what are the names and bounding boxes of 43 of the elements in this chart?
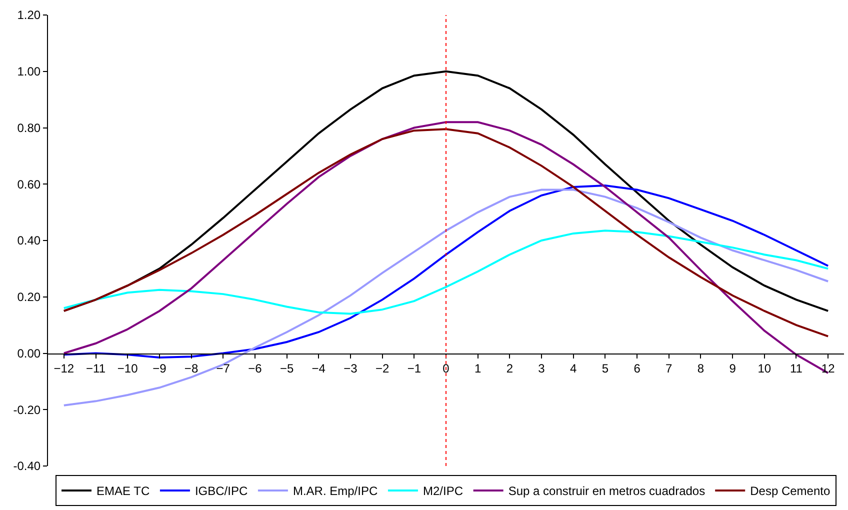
- x-tick-label: −10: [117, 362, 138, 376]
- x-tick-label: 2: [506, 362, 514, 376]
- x-tick-label: 10: [758, 362, 772, 376]
- y-tick-label: 0.60: [17, 177, 41, 192]
- y-tick-label: 0.80: [17, 120, 41, 135]
- line-series: [62, 128, 830, 338]
- x-tick-label: −4: [312, 362, 326, 376]
- x-tick-label: 5: [602, 362, 609, 376]
- x-tick-label: −3: [344, 362, 358, 376]
- x-tick-label: 8: [697, 362, 704, 376]
- y-tick-label: 1.00: [17, 64, 41, 79]
- x-tick-label: 0: [442, 362, 450, 376]
- legend-label: IGBC/IPC: [194, 484, 248, 498]
- legend-label: M2/IPC: [422, 484, 464, 498]
- x-tick-label: 3: [538, 362, 546, 376]
- x-tick-label: −2: [375, 362, 390, 376]
- legend-label: EMAE TC: [96, 484, 150, 498]
- x-tick-label: 6: [634, 362, 641, 376]
- x-tick-label: −5: [280, 362, 294, 376]
- line-series: [62, 230, 830, 315]
- legend-label: Sup a construir en metros cuadrados: [508, 484, 706, 498]
- line-series: [62, 184, 830, 358]
- x-tick-label: 9: [729, 362, 736, 376]
- y-tick-label: 0.00: [17, 346, 41, 360]
- x-tick-label: −6: [248, 362, 262, 376]
- legend-label: M.AR. Emp/IPC: [292, 484, 378, 498]
- x-tick-label: −9: [152, 362, 167, 376]
- x-tick-label: 11: [790, 362, 803, 376]
- x-tick-label: −1: [407, 362, 422, 376]
- y-tick-label: -0.40: [13, 459, 41, 474]
- legend-label: Desp Cemento: [750, 484, 830, 498]
- x-tick-label: −8: [184, 362, 198, 376]
- y-tick-label: 1.20: [17, 8, 41, 22]
- x-tick-label: 12: [821, 362, 836, 376]
- x-tick-label: 4: [570, 362, 578, 376]
- x-tick-label: 7: [666, 362, 673, 376]
- y-tick-label: -0.20: [13, 402, 41, 417]
- x-tick-label: −11: [86, 362, 106, 376]
- y-tick-label: 0.40: [17, 234, 41, 248]
- x-tick-label: −7: [216, 362, 230, 376]
- x-tick-label: 1: [474, 362, 482, 376]
- x-tick-label: −12: [54, 362, 74, 376]
- y-tick-label: 0.20: [17, 290, 41, 304]
